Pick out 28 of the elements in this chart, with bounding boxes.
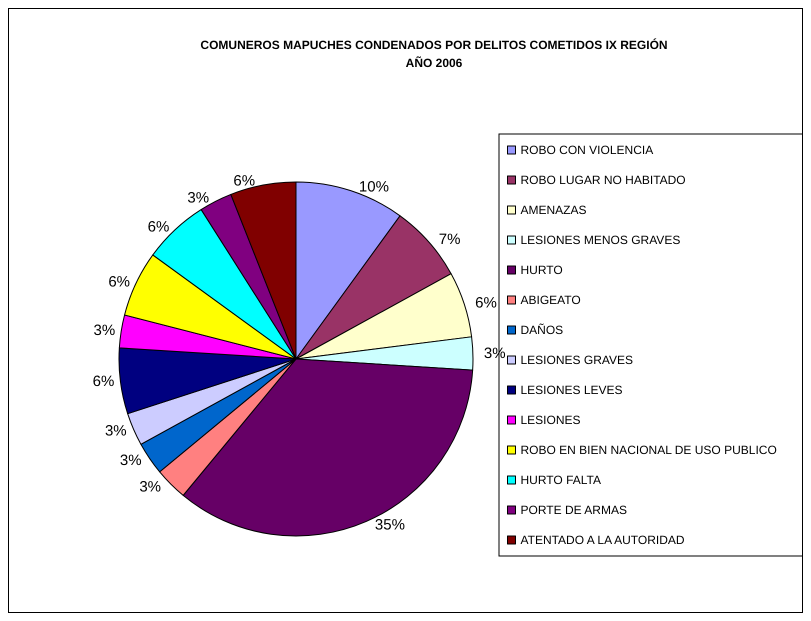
data-label: 6% xyxy=(475,294,497,312)
legend-label: ROBO CON VIOLENCIA xyxy=(520,143,654,157)
legend-label: HURTO FALTA xyxy=(520,473,601,487)
data-label: 6% xyxy=(233,172,256,190)
legend-label: AMENAZAS xyxy=(520,203,587,217)
data-label: 35% xyxy=(374,516,405,534)
data-label: 3% xyxy=(94,322,116,340)
legend-label: LESIONES LEVES xyxy=(520,383,623,397)
chart-title: COMUNEROS MAPUCHES CONDENADOS POR DELITOS COMETIDOS IX REGIÓN AÑO 2006 xyxy=(200,38,668,70)
legend-label: ABIGEATO xyxy=(520,293,581,307)
data-label: 3% xyxy=(139,478,162,496)
data-label: 3% xyxy=(187,190,210,207)
data-label: 3% xyxy=(104,422,127,440)
legend-label: DAÑOS xyxy=(520,323,564,337)
data-label: 6% xyxy=(108,273,130,290)
data-label: 6% xyxy=(148,218,170,236)
legend-label: ROBO LUGAR NO HABITADO xyxy=(520,173,686,187)
legend-label: HURTO xyxy=(520,263,563,277)
legend-label: PORTE DE ARMAS xyxy=(520,503,627,517)
data-label: 7% xyxy=(438,230,460,248)
legend-label: LESIONES MENOS GRAVES xyxy=(520,233,680,247)
legend-label: LESIONES xyxy=(520,413,581,427)
legend-label: ATENTADO A LA AUTORIDAD xyxy=(520,533,685,547)
data-label: 6% xyxy=(92,373,114,390)
legend-label: ROBO EN BIEN NACIONAL DE USO PUBLICO xyxy=(520,443,777,457)
data-label: 3% xyxy=(120,452,142,470)
legend-label: LESIONES GRAVES xyxy=(520,353,633,367)
data-label: 10% xyxy=(358,178,389,196)
